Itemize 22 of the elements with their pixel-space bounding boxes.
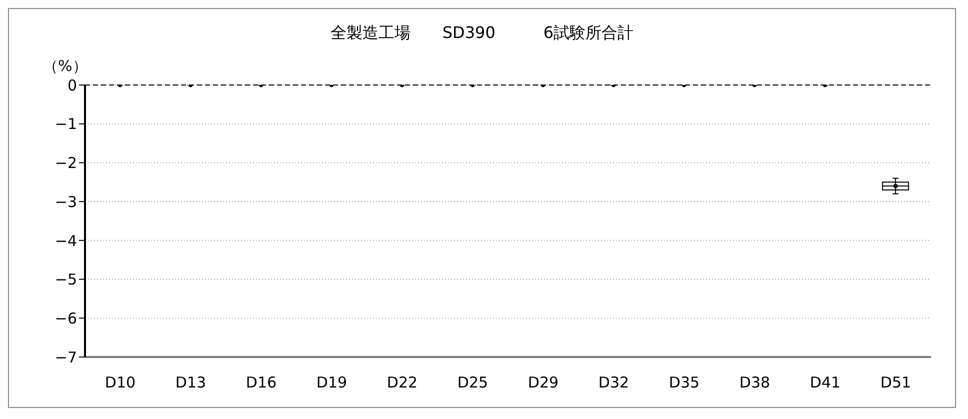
x-tick-label: D32 [598, 374, 630, 392]
x-tick-label: D41 [810, 374, 841, 392]
y-axis-title: （%） [43, 57, 88, 76]
x-tick-label: D22 [386, 374, 418, 392]
y-tick-label: −4 [54, 232, 77, 250]
y-tick-label: 0 [67, 76, 77, 94]
x-tick-label: D51 [880, 374, 912, 392]
y-tick-label: −7 [54, 348, 77, 366]
x-tick-label: D10 [104, 374, 136, 392]
y-tick-label: −5 [54, 270, 77, 289]
chart-title: 全製造工場 SD390 6試験所合計 [329, 23, 635, 44]
x-tick-label: D25 [457, 374, 488, 392]
x-tick-label: D16 [246, 374, 277, 392]
x-tick-label: D19 [316, 374, 348, 392]
y-tick-label: −3 [54, 192, 77, 211]
x-tick-label: D38 [739, 374, 770, 392]
y-tick-label: −2 [54, 154, 77, 172]
x-tick-label: D29 [528, 374, 559, 392]
x-tick-label: D35 [668, 374, 700, 392]
y-tick-label: −1 [54, 115, 77, 134]
y-tick-label: −6 [54, 309, 77, 328]
x-tick-label: D13 [175, 374, 206, 392]
